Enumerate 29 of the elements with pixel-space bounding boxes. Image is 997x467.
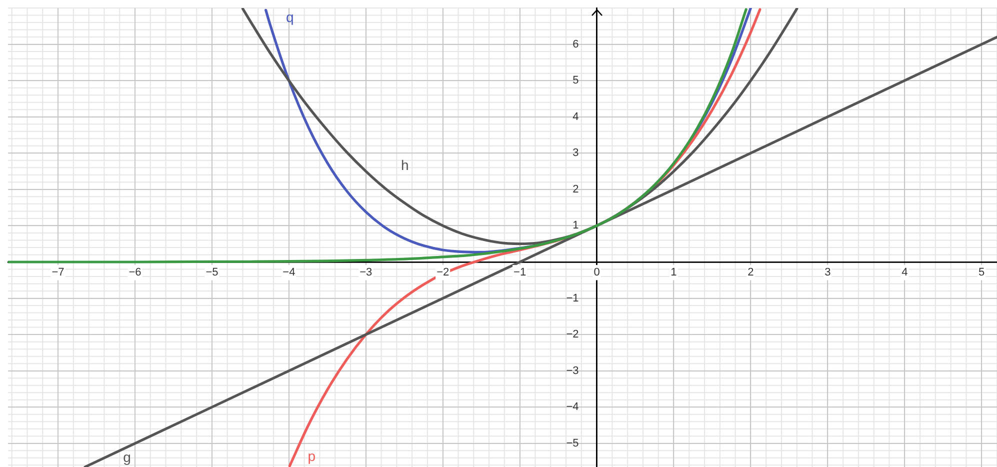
y-tick-label: 2 xyxy=(572,183,579,196)
y-tick-label: −2 xyxy=(566,328,579,341)
x-tick-label: 2 xyxy=(748,266,754,279)
y-tick-label: 4 xyxy=(572,110,579,123)
x-tick-label: −4 xyxy=(282,266,296,279)
y-tick-label: 3 xyxy=(572,147,579,160)
series-label: q xyxy=(286,9,294,26)
series-label: g xyxy=(123,448,131,465)
y-tick-label: 1 xyxy=(572,220,579,232)
y-tick-label: −4 xyxy=(566,401,579,414)
y-tick-label: −3 xyxy=(566,364,579,377)
y-tick-label: 5 xyxy=(572,74,579,87)
x-tick-label: −3 xyxy=(360,266,372,279)
x-tick-label: −1 xyxy=(514,266,526,279)
line-series xyxy=(8,8,748,264)
x-tick-label: −6 xyxy=(128,266,142,279)
x-tick-label: −7 xyxy=(52,266,64,279)
x-tick-label: 5 xyxy=(978,266,985,279)
x-tick-label: 3 xyxy=(824,266,831,279)
series-label: h xyxy=(400,157,409,174)
y-tick-label: 6 xyxy=(572,38,579,50)
x-tick-label: 1 xyxy=(670,266,677,279)
x-tick-label: −5 xyxy=(206,266,218,279)
series-label: p xyxy=(308,448,316,464)
y-tick-label: −5 xyxy=(566,437,579,450)
y-tick-label: −1 xyxy=(566,292,579,304)
x-tick-label: 4 xyxy=(902,266,908,279)
x-tick-label: 0 xyxy=(594,266,600,279)
x-tick-label: −2 xyxy=(436,266,450,279)
